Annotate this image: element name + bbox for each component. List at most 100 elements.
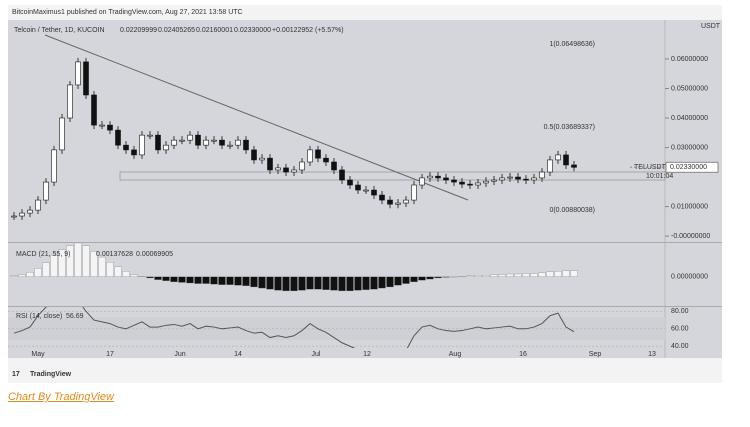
candle [451, 179, 457, 183]
candle [403, 199, 409, 204]
macd-bar [514, 273, 522, 277]
macd-bar [570, 270, 578, 277]
macd-bar [434, 276, 442, 279]
candle [11, 215, 17, 218]
x-tick-label: May [31, 351, 45, 358]
candle [315, 149, 321, 159]
macd-bar [458, 276, 466, 277]
macd-bar [506, 273, 514, 277]
candle [43, 181, 49, 201]
macd-bar [42, 262, 50, 277]
candle [67, 84, 73, 119]
x-tick-label: 16 [519, 351, 527, 358]
macd-bar [82, 245, 90, 277]
macd-legend: 0.00069905 [136, 251, 173, 258]
x-tick-label: 17 [106, 351, 114, 358]
y-tick-label: 0.06000000 [671, 56, 708, 63]
candle [19, 212, 25, 217]
macd-bar [234, 276, 242, 286]
candle [259, 157, 265, 161]
candle [483, 180, 489, 184]
candle [251, 149, 257, 161]
macd-bar [530, 273, 538, 277]
candle [35, 199, 41, 211]
macd-bar [282, 276, 290, 292]
symbol-title: Telcoin / Tether, 1D, KUCOIN [14, 27, 105, 34]
candle [475, 182, 481, 186]
trend-line [44, 34, 469, 201]
candle [299, 161, 305, 171]
macd-bar [490, 274, 498, 277]
candle [307, 149, 313, 163]
candle [283, 167, 289, 173]
rsi-legend: 56.69 [66, 313, 84, 320]
x-tick-label: 12 [363, 351, 371, 358]
candle [371, 189, 377, 196]
candle [571, 164, 577, 168]
macd-bar [442, 276, 450, 278]
x-tick-label: Jun [174, 351, 185, 358]
macd-bar [338, 276, 346, 292]
macd-title: MACD (21, 55, 9) [16, 251, 70, 258]
last-price-label: 0.02330000 [670, 164, 707, 171]
brand: TradingView [30, 371, 72, 378]
macd-bar [346, 276, 354, 292]
candle [51, 149, 57, 183]
candle [555, 154, 561, 161]
y-tick-label: 0.05000000 [671, 85, 708, 92]
candle [275, 167, 281, 171]
macd-bar [290, 276, 298, 292]
macd-bar [122, 271, 130, 277]
fib-label: 0(0.00880038) [549, 207, 595, 214]
credit-link[interactable]: Chart By TradingView [8, 391, 114, 403]
macd-bar [50, 255, 58, 277]
rsi-title: RSI (14, close) [16, 313, 62, 320]
macd-bar [146, 276, 154, 279]
candle [539, 171, 545, 179]
candle [531, 177, 537, 181]
candle [563, 154, 569, 166]
macd-bar [202, 276, 210, 284]
support-zone [119, 171, 666, 181]
macd-bar [258, 276, 266, 289]
candle [363, 189, 369, 192]
macd-bar [306, 276, 314, 290]
macd-bar [26, 272, 34, 277]
macd-bar [370, 276, 378, 290]
x-tick-label: Sep [589, 351, 602, 358]
y-tick-label: -0.00000000 [671, 233, 710, 240]
macd-bar [218, 276, 226, 285]
x-tick-label: 13 [648, 351, 656, 358]
candle [435, 175, 441, 179]
candle [379, 194, 385, 201]
macd-bar [10, 275, 18, 277]
macd-bar [74, 243, 82, 277]
macd-bar [162, 276, 170, 281]
macd-bar [90, 251, 98, 277]
candle [163, 144, 169, 151]
candle [355, 184, 361, 191]
macd-bar [394, 276, 402, 286]
macd-bar [250, 276, 258, 288]
candle [155, 134, 161, 151]
macd-bar [330, 276, 338, 291]
y-tick-label: 0.01000000 [671, 203, 708, 210]
candle [219, 139, 225, 146]
candle [83, 61, 89, 96]
candle [331, 161, 337, 171]
macd-bar [482, 274, 490, 277]
candle [171, 139, 177, 146]
macd-bar [522, 273, 530, 277]
ohlc-value: 0.02330000 [234, 27, 271, 34]
macd-bar [178, 276, 186, 283]
rsi-tick-label: 60.00 [671, 326, 689, 333]
candle [235, 139, 241, 146]
candle [411, 184, 417, 201]
macd-tick-label: 0.00000000 [671, 274, 708, 281]
macd-bar [98, 256, 106, 277]
candle [491, 179, 497, 182]
macd-bar [426, 276, 434, 280]
candle [387, 199, 393, 205]
macd-bar [106, 262, 114, 277]
